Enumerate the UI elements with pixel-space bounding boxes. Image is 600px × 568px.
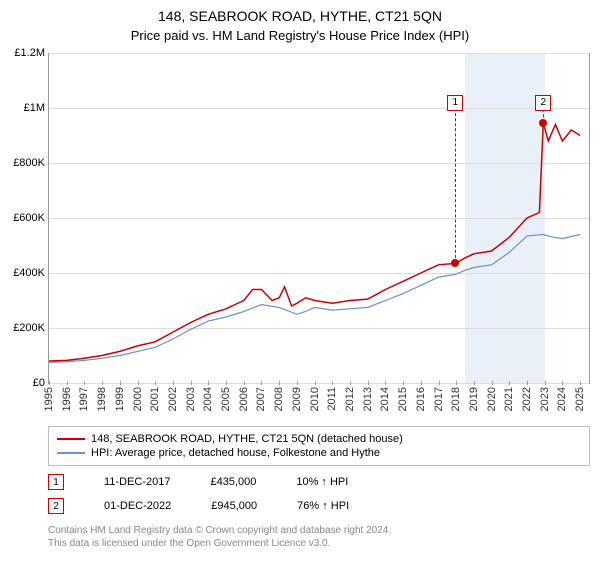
series-hpi — [49, 235, 580, 363]
legend-label: HPI: Average price, detached house, Folk… — [91, 447, 380, 459]
x-tick-label: 2012 — [344, 387, 356, 411]
footer-line: This data is licensed under the Open Gov… — [48, 537, 590, 550]
x-tick-label: 2010 — [309, 387, 321, 411]
x-tick-label: 1997 — [78, 387, 90, 411]
y-tick-label: £1.2M — [14, 47, 45, 59]
sale-row: 1 11-DEC-2017 £435,000 10% ↑ HPI — [48, 474, 590, 490]
x-tick-label: 2002 — [167, 387, 179, 411]
sale-badge: 1 — [447, 95, 463, 111]
x-tick-label: 2005 — [220, 387, 232, 411]
y-tick-label: £800K — [13, 157, 45, 169]
x-tick-label: 2023 — [539, 387, 551, 411]
x-tick-label: 2013 — [362, 387, 374, 411]
sale-hpi-change: 10% ↑ HPI — [296, 476, 348, 488]
x-tick-label: 2015 — [397, 387, 409, 411]
x-tick-label: 2014 — [379, 387, 391, 411]
x-tick-label: 1999 — [114, 387, 126, 411]
x-tick-label: 2001 — [149, 387, 161, 411]
x-tick-label: 1995 — [43, 387, 55, 411]
x-tick-label: 2018 — [450, 387, 462, 411]
sale-row-badge: 2 — [48, 498, 64, 514]
x-tick-label: 2016 — [415, 387, 427, 411]
x-tick-label: 2025 — [574, 387, 586, 411]
price-chart: £0£200K£400K£600K£800K£1M£1.2M1995199619… — [48, 53, 590, 384]
legend-item: HPI: Average price, detached house, Folk… — [57, 447, 581, 459]
x-tick-label: 2003 — [185, 387, 197, 411]
x-tick-label: 2019 — [468, 387, 480, 411]
sale-price: £945,000 — [211, 500, 257, 512]
sale-point — [539, 119, 547, 127]
x-tick-label: 2009 — [291, 387, 303, 411]
sale-vrule — [455, 103, 456, 264]
legend-item: 148, SEABROOK ROAD, HYTHE, CT21 5QN (det… — [57, 433, 581, 445]
x-tick-label: 2021 — [503, 387, 515, 411]
x-tick-label: 2017 — [433, 387, 445, 411]
sale-badge: 2 — [535, 95, 551, 111]
gridline — [49, 383, 589, 384]
legend-swatch — [57, 452, 85, 454]
x-tick-label: 2024 — [556, 387, 568, 411]
x-tick-label: 2000 — [132, 387, 144, 411]
footer: Contains HM Land Registry data © Crown c… — [48, 524, 590, 550]
legend-label: 148, SEABROOK ROAD, HYTHE, CT21 5QN (det… — [91, 433, 403, 445]
sale-row-badge: 1 — [48, 474, 64, 490]
sale-date: 11-DEC-2017 — [104, 476, 170, 488]
sale-row: 2 01-DEC-2022 £945,000 76% ↑ HPI — [48, 498, 590, 514]
x-tick-label: 2006 — [238, 387, 250, 411]
legend: 148, SEABROOK ROAD, HYTHE, CT21 5QN (det… — [48, 426, 590, 466]
sale-date: 01-DEC-2022 — [104, 500, 171, 512]
x-tick-label: 2007 — [255, 387, 267, 411]
y-tick-label: £600K — [13, 212, 45, 224]
x-tick-label: 2020 — [486, 387, 498, 411]
y-tick-label: £200K — [13, 322, 45, 334]
series-property — [49, 123, 580, 361]
sale-point — [451, 259, 459, 267]
x-tick-label: 1998 — [96, 387, 108, 411]
page-title: 148, SEABROOK ROAD, HYTHE, CT21 5QN — [0, 8, 600, 24]
legend-swatch — [57, 438, 85, 440]
x-tick-label: 1996 — [61, 387, 73, 411]
x-tick-label: 2022 — [521, 387, 533, 411]
sale-hpi-change: 76% ↑ HPI — [297, 500, 349, 512]
y-tick-label: £400K — [13, 267, 45, 279]
footer-line: Contains HM Land Registry data © Crown c… — [48, 524, 590, 537]
page-subtitle: Price paid vs. HM Land Registry's House … — [0, 28, 600, 43]
x-tick-label: 2011 — [326, 387, 338, 411]
x-tick-label: 2008 — [273, 387, 285, 411]
chart-lines — [49, 53, 589, 383]
x-tick-label: 2004 — [202, 387, 214, 411]
y-tick-label: £1M — [24, 102, 45, 114]
sale-price: £435,000 — [210, 476, 256, 488]
